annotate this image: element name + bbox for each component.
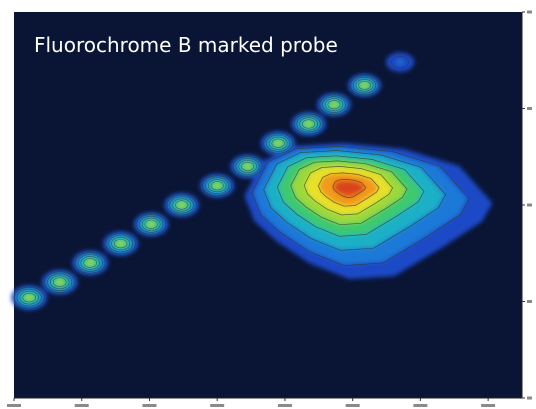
chain-peak-3-contour-2 bbox=[77, 254, 103, 272]
chain-peak-5-contour-3 bbox=[141, 217, 161, 231]
y-tick-label-2 bbox=[527, 107, 532, 110]
chain-peak-9-contour-2 bbox=[266, 134, 291, 152]
main-peak-contour-7 bbox=[332, 179, 367, 198]
chain-peak-7-contour-4 bbox=[210, 181, 224, 191]
chart-title: Fluorochrome B marked probe bbox=[34, 33, 338, 57]
main-peak-contour-6 bbox=[318, 172, 380, 207]
chain-peak-1-contour-1 bbox=[13, 286, 45, 309]
x-tick-label-3 bbox=[142, 404, 157, 407]
chain-peak-12-level-5 bbox=[360, 82, 369, 88]
chain-peak-2-contour-3 bbox=[50, 275, 70, 289]
density-layer bbox=[11, 52, 493, 310]
y-tick-label-3 bbox=[527, 203, 532, 207]
chain-peak-6-contour-3 bbox=[172, 198, 191, 212]
chain-peak-3-contour-1 bbox=[74, 252, 106, 274]
chain-peak-3-contour-3 bbox=[80, 256, 100, 270]
chain-peak-4-contour-1 bbox=[105, 233, 136, 255]
chain-peak-12-contour-2 bbox=[352, 77, 377, 94]
chain-peak-1-contour-2 bbox=[16, 288, 42, 307]
chain-peak-2-contour-4 bbox=[52, 277, 67, 287]
chain-peak-4-contour-3 bbox=[111, 237, 131, 251]
chain-peak-4-level-5 bbox=[116, 240, 125, 247]
chain-peak-10-contour-2 bbox=[296, 115, 321, 133]
chain-peak-7-contour-3 bbox=[207, 179, 227, 193]
x-tick-label-8 bbox=[481, 404, 496, 407]
chain-peak-7-contour-2 bbox=[205, 177, 230, 195]
chain-peak-13-level-2 bbox=[396, 60, 404, 65]
chain-peak-12-contour-1 bbox=[350, 75, 379, 96]
chain-peak-5-contour-1 bbox=[136, 213, 167, 235]
chain-peak-10-contour-4 bbox=[302, 119, 316, 129]
y-tick-label-5 bbox=[527, 396, 532, 400]
y-tick-label-1 bbox=[527, 10, 532, 14]
main-peak-contour-5 bbox=[303, 166, 394, 216]
chain-peak-6-contour-4 bbox=[175, 200, 189, 210]
x-tick-label-1 bbox=[7, 404, 21, 407]
chain-peak-7-level-5 bbox=[213, 183, 221, 189]
main-peak-core bbox=[334, 183, 363, 194]
chain-peak-4-contour-2 bbox=[108, 235, 133, 253]
chain-peak-8-contour-1 bbox=[232, 156, 263, 177]
chain-peak-9-contour-1 bbox=[263, 132, 294, 154]
chain-peak-8-contour-4 bbox=[241, 161, 255, 171]
chain-peak-9-contour-3 bbox=[268, 136, 288, 150]
main-peak-contour-4 bbox=[290, 160, 408, 226]
chain-peak-1-contour-4 bbox=[22, 292, 37, 303]
chain-peak-6-contour-2 bbox=[169, 196, 194, 214]
chain-peak-12-contour-4 bbox=[358, 80, 371, 90]
chain-peak-10-level-5 bbox=[304, 121, 313, 127]
x-tick-label-5 bbox=[277, 404, 292, 407]
chain-peak-9-level-5 bbox=[274, 140, 282, 146]
main-peak-contour-2 bbox=[263, 150, 447, 251]
chain-peak-2-level-5 bbox=[55, 279, 64, 285]
main-peak-contour-3 bbox=[276, 155, 425, 237]
chain-peak-11-contour-1 bbox=[319, 94, 349, 115]
x-tick-label-7 bbox=[413, 404, 428, 407]
main-peak-contour-1 bbox=[251, 145, 470, 266]
x-tick-label-2 bbox=[74, 404, 89, 407]
chain-peak-11-contour-2 bbox=[322, 96, 346, 113]
chain-peak-1-level-5 bbox=[25, 294, 34, 301]
chain-peak-2-contour-2 bbox=[47, 273, 73, 291]
chain-peak-3-contour-4 bbox=[83, 258, 97, 268]
chain-peak-12-contour-3 bbox=[355, 79, 374, 92]
contour-lines bbox=[13, 56, 470, 309]
chain-peak-11-contour-3 bbox=[324, 98, 344, 112]
chain-peak-13-contour-1 bbox=[391, 56, 409, 69]
chain-peak-7-contour-1 bbox=[202, 175, 232, 196]
chain-peak-5-contour-2 bbox=[139, 215, 164, 233]
chain-peak-2-contour-1 bbox=[44, 271, 76, 293]
chain-peak-4-contour-4 bbox=[114, 238, 128, 249]
chain-peak-8-contour-3 bbox=[238, 159, 257, 173]
chain-peak-3-level-5 bbox=[86, 260, 95, 266]
chain-peak-11-contour-4 bbox=[327, 100, 341, 110]
y-tick-label-4 bbox=[527, 300, 532, 303]
chain-peak-8-contour-2 bbox=[235, 158, 260, 175]
chain-peak-10-contour-1 bbox=[293, 113, 324, 135]
axis-layer bbox=[7, 10, 532, 407]
chain-peak-6-level-5 bbox=[177, 202, 186, 208]
chain-peak-9-contour-4 bbox=[271, 138, 285, 148]
x-tick-label-6 bbox=[345, 404, 360, 407]
x-tick-label-4 bbox=[210, 404, 225, 407]
chain-peak-5-contour-4 bbox=[144, 219, 158, 229]
chain-peak-11-level-5 bbox=[330, 102, 338, 108]
chain-peak-6-contour-1 bbox=[166, 194, 197, 216]
chain-peak-5-level-5 bbox=[147, 221, 155, 227]
chain-peak-1-contour-3 bbox=[19, 290, 39, 305]
chain-peak-8-level-5 bbox=[243, 163, 252, 169]
chain-peak-10-contour-3 bbox=[299, 117, 318, 131]
